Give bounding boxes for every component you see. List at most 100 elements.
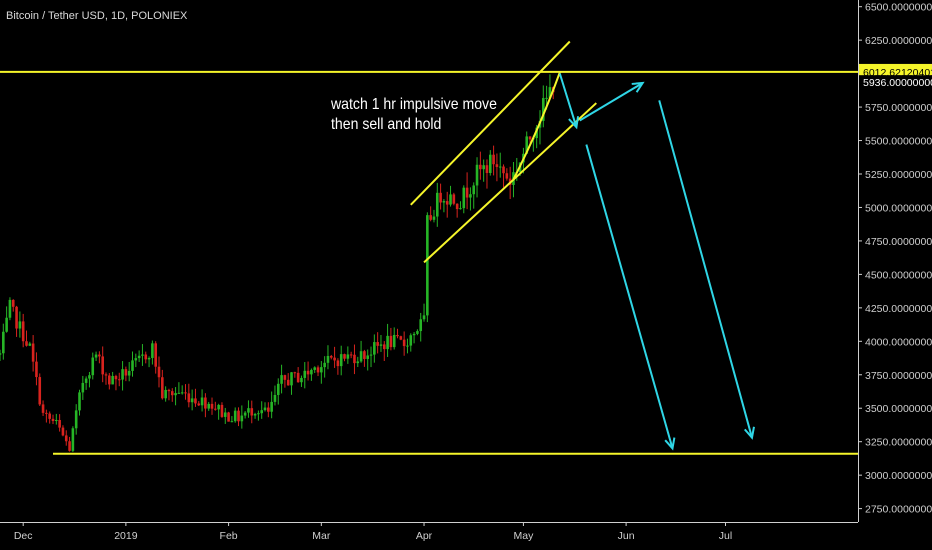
candle-body xyxy=(290,372,293,386)
candle-body xyxy=(223,412,227,417)
candle-body xyxy=(442,201,446,203)
candle-body xyxy=(108,375,111,385)
candle-body xyxy=(180,392,184,394)
candle-body xyxy=(71,428,75,451)
candle-body xyxy=(253,414,257,416)
price-tick-label: 3000.00000000 xyxy=(865,470,932,482)
candle-body xyxy=(0,353,2,355)
candle-body xyxy=(230,421,234,423)
price-tick-label: 5250.00000000 xyxy=(865,169,932,181)
candle-body xyxy=(147,357,151,360)
candle-body xyxy=(127,370,131,376)
candle-body xyxy=(505,173,509,179)
price-tick-label: 3750.00000000 xyxy=(865,370,932,382)
candle-body xyxy=(535,127,538,139)
candle-body xyxy=(8,299,12,318)
candle-body xyxy=(164,389,167,399)
candle-body xyxy=(459,208,462,210)
candle-body xyxy=(270,401,273,412)
candle-body xyxy=(379,344,383,346)
candle-body xyxy=(81,382,85,393)
candle-body xyxy=(94,354,98,358)
candle-body xyxy=(134,358,138,361)
candle-body xyxy=(435,192,439,217)
candle-body xyxy=(419,319,423,332)
candle-body xyxy=(174,393,177,396)
candle-body xyxy=(190,398,194,403)
projection-arrow xyxy=(658,100,753,438)
candle-body xyxy=(323,362,326,368)
candle-body xyxy=(286,379,290,386)
projection-arrowhead xyxy=(631,81,645,93)
candle-body xyxy=(498,166,502,168)
time-tick-label: Mar xyxy=(312,530,331,542)
time-tick-label: Jul xyxy=(719,530,732,542)
candle-body xyxy=(303,370,307,378)
candle-body xyxy=(376,342,379,346)
candle-body xyxy=(68,441,71,451)
candle-body xyxy=(310,369,313,375)
candle-body xyxy=(38,377,42,405)
candle-body xyxy=(74,410,78,429)
price-tick-label: 4000.00000000 xyxy=(865,336,932,348)
candle-body xyxy=(333,357,336,361)
projection-arrow xyxy=(585,144,674,449)
candle-body xyxy=(306,370,310,375)
candle-body xyxy=(114,375,118,380)
candle-body xyxy=(485,165,489,173)
candle-body xyxy=(263,407,267,411)
candle-body xyxy=(141,354,144,356)
price-tick-label: 4750.00000000 xyxy=(865,236,932,248)
candle-body xyxy=(336,360,340,367)
candle-body xyxy=(422,315,426,320)
candle-body xyxy=(177,392,181,394)
impulse-curve-line xyxy=(512,71,561,180)
candle-body xyxy=(121,369,124,380)
candle-body xyxy=(207,403,211,409)
candle-body xyxy=(465,187,469,198)
candle-body xyxy=(402,339,406,347)
candle-body xyxy=(31,343,35,362)
candle-body xyxy=(131,360,134,371)
projection-arrowhead xyxy=(568,116,580,130)
drawings-layer xyxy=(0,40,858,455)
price-tick-label: 3250.00000000 xyxy=(865,437,932,449)
candle-body xyxy=(472,185,476,195)
candle-body xyxy=(157,366,161,378)
candle-body xyxy=(48,413,51,419)
candle-body xyxy=(320,367,323,373)
candle-body xyxy=(25,341,28,346)
candle-body xyxy=(35,361,38,378)
candle-body xyxy=(28,343,32,346)
candle-body xyxy=(200,397,204,406)
candle-body xyxy=(283,375,287,380)
candle-body xyxy=(240,415,244,422)
price-axis[interactable]: 6500.000000006250.000000006000.000000005… xyxy=(858,0,932,522)
candle-body xyxy=(237,410,240,422)
price-marker-label: 5936.00000000 xyxy=(863,77,932,89)
candle-body xyxy=(220,404,224,417)
projection-arrow xyxy=(558,73,578,128)
projection-arrowhead xyxy=(743,426,755,440)
candle-body xyxy=(445,201,449,205)
time-axis[interactable]: Dec 2019 Feb Mar Apr May Jun Jul xyxy=(0,522,858,542)
candle-body xyxy=(363,351,366,359)
candle-body xyxy=(296,372,300,383)
candle-body xyxy=(170,391,174,396)
candle-body xyxy=(528,136,532,140)
candle-body xyxy=(111,375,114,385)
time-tick-label: 2019 xyxy=(114,530,138,542)
candle-body xyxy=(78,392,81,411)
candle-body xyxy=(98,354,101,357)
candle-body xyxy=(161,377,164,399)
chart-title: Bitcoin / Tether USD, 1D, POLONIEX xyxy=(6,10,188,22)
candle-body xyxy=(11,299,15,307)
chart-annotation: watch 1 hr impulsive move then sell and … xyxy=(331,95,497,135)
candle-body xyxy=(392,334,396,348)
candle-body xyxy=(41,404,45,413)
candle-body xyxy=(495,164,499,167)
price-tick-label: 3500.00000000 xyxy=(865,403,932,415)
candle-body xyxy=(243,412,247,416)
candle-body xyxy=(346,354,350,359)
